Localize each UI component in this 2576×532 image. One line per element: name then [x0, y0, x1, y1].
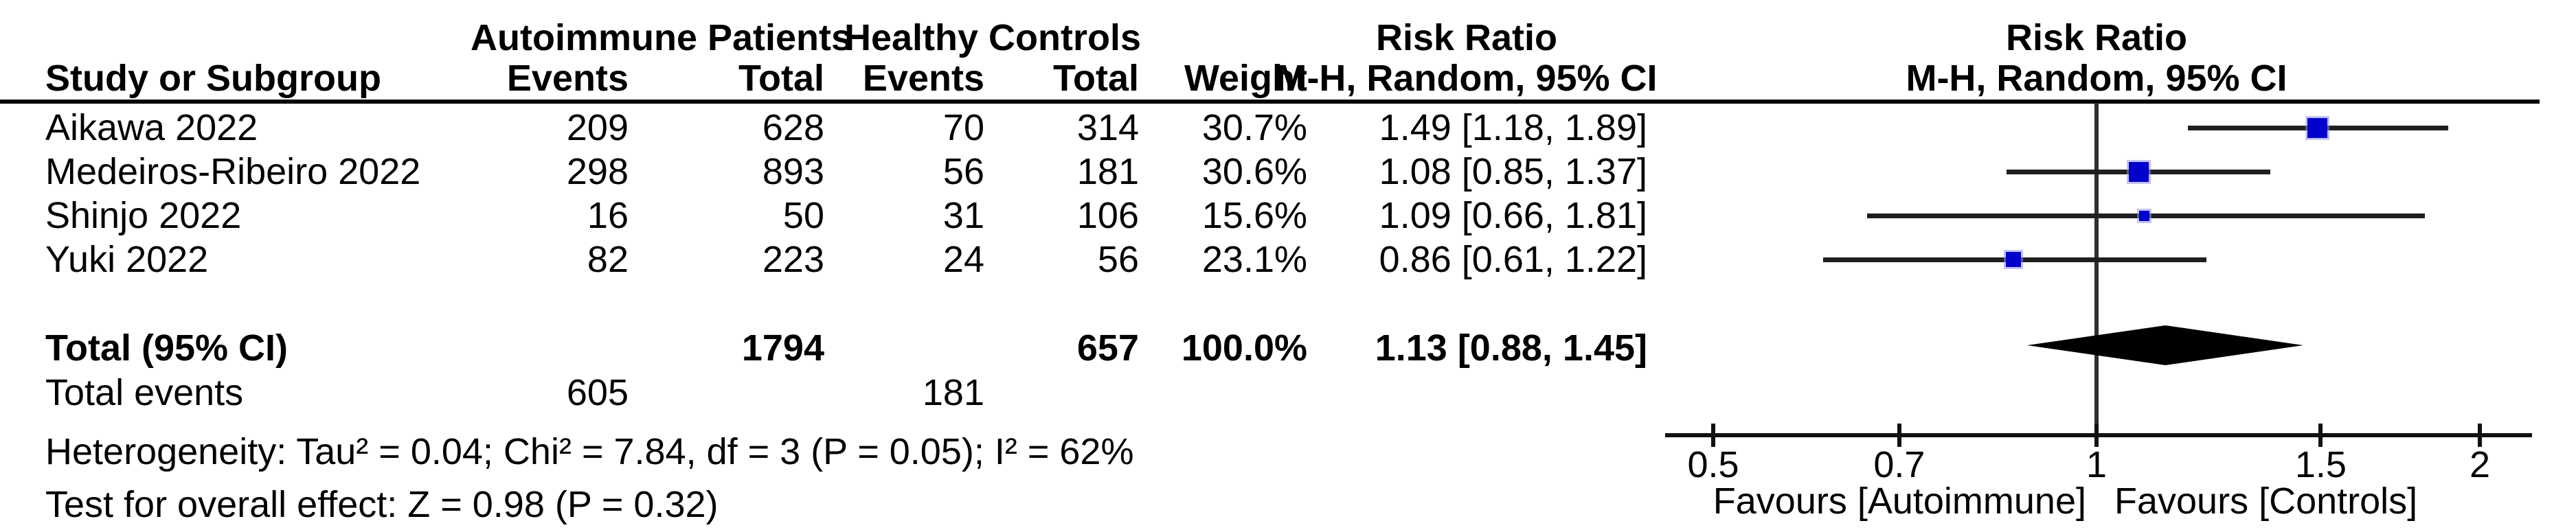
study-weight: 23.1%	[1201, 239, 1307, 280]
study-weight: 15.6%	[1201, 195, 1307, 236]
study-weight-marker	[2005, 252, 2021, 267]
study-events-controls: 24	[942, 239, 984, 280]
study-total-controls: 106	[1076, 195, 1139, 236]
total-row-total-controls: 657	[1076, 327, 1139, 369]
study-events-autoimmune: 209	[566, 107, 629, 148]
col-header-weight: Weight	[1184, 58, 1307, 99]
study-events-controls: 31	[942, 195, 984, 236]
study-total-controls: 56	[1097, 239, 1139, 280]
axis-tick-label: 2	[2469, 444, 2490, 485]
col-header-mh-ci: M-H, Random, 95% CI	[1276, 58, 1658, 99]
overall-effect-test: Test for overall effect: Z = 0.98 (P = 0…	[45, 484, 719, 525]
total-events-controls: 181	[922, 372, 984, 413]
total-events-label: Total events	[45, 372, 244, 413]
col-header-total-controls: Total	[1053, 58, 1139, 99]
study-weight: 30.6%	[1201, 151, 1307, 192]
group-header-risk-ratio-column: Risk Ratio	[1375, 17, 1558, 58]
study-events-autoimmune: 298	[566, 151, 629, 192]
group-header-autoimmune: Autoimmune Patients	[471, 17, 852, 58]
col-header-total-autoimmune: Total	[738, 58, 824, 99]
study-risk-ratio: 0.86 [0.61, 1.22]	[1379, 239, 1647, 280]
axis-tick	[2477, 424, 2482, 447]
study-events-controls: 56	[942, 151, 984, 192]
study-total-autoimmune: 628	[762, 107, 824, 148]
col-header-events-autoimmune: Events	[506, 58, 629, 99]
study-total-autoimmune: 50	[782, 195, 824, 236]
axis-tick-label: 1.5	[2294, 444, 2347, 485]
study-weight-marker	[2138, 210, 2149, 221]
study-name: Shinjo 2022	[45, 195, 242, 236]
header-separator-line	[0, 100, 2540, 104]
study-weight-marker	[2129, 161, 2149, 182]
axis-tick	[2318, 424, 2323, 447]
study-total-controls: 314	[1076, 107, 1139, 148]
study-name: Medeiros-Ribeiro 2022	[45, 151, 421, 192]
study-name: Yuki 2022	[45, 239, 209, 280]
study-weight-marker	[2307, 117, 2327, 138]
null-effect-line	[2094, 103, 2099, 437]
study-total-autoimmune: 223	[762, 239, 824, 280]
favours-autoimmune-label: Favours [Autoimmune]	[1713, 481, 2086, 522]
study-total-autoimmune: 893	[762, 151, 824, 192]
study-events-autoimmune: 82	[587, 239, 629, 280]
axis-tick	[1711, 424, 1716, 447]
col-header-study: Study or Subgroup	[45, 58, 381, 99]
total-row-label: Total (95% CI)	[45, 327, 289, 369]
group-header-controls: Healthy Controls	[844, 17, 1142, 58]
study-total-controls: 181	[1076, 151, 1139, 192]
axis-tick-label: 0.7	[1873, 444, 1925, 485]
group-header-risk-ratio-plot: Risk Ratio	[2005, 17, 2188, 58]
axis-tick-label: 1	[2086, 444, 2108, 485]
study-events-controls: 70	[942, 107, 984, 148]
study-name: Aikawa 2022	[45, 107, 258, 148]
study-weight: 30.7%	[1201, 107, 1307, 148]
col-header-mh-ci-plot: M-H, Random, 95% CI	[1906, 58, 2287, 99]
axis-tick	[2094, 424, 2099, 447]
total-row-risk-ratio: 1.13 [0.88, 1.45]	[1375, 327, 1647, 369]
study-risk-ratio: 1.08 [0.85, 1.37]	[1379, 151, 1647, 192]
heterogeneity-stats: Heterogeneity: Tau² = 0.04; Chi² = 7.84,…	[45, 431, 1134, 472]
study-risk-ratio: 1.49 [1.18, 1.89]	[1379, 107, 1647, 148]
favours-controls-label: Favours [Controls]	[2114, 481, 2418, 522]
total-row-total-autoimmune: 1794	[741, 327, 824, 369]
col-header-events-controls: Events	[862, 58, 984, 99]
total-row-weight: 100.0%	[1181, 327, 1307, 369]
study-risk-ratio: 1.09 [0.66, 1.81]	[1379, 195, 1647, 236]
pooled-estimate-diamond	[2027, 325, 2304, 365]
axis-tick-label: 0.5	[1687, 444, 1739, 485]
axis-tick	[1897, 424, 1901, 447]
study-events-autoimmune: 16	[587, 195, 629, 236]
total-events-autoimmune: 605	[566, 372, 629, 413]
x-axis-line	[1665, 433, 2532, 437]
